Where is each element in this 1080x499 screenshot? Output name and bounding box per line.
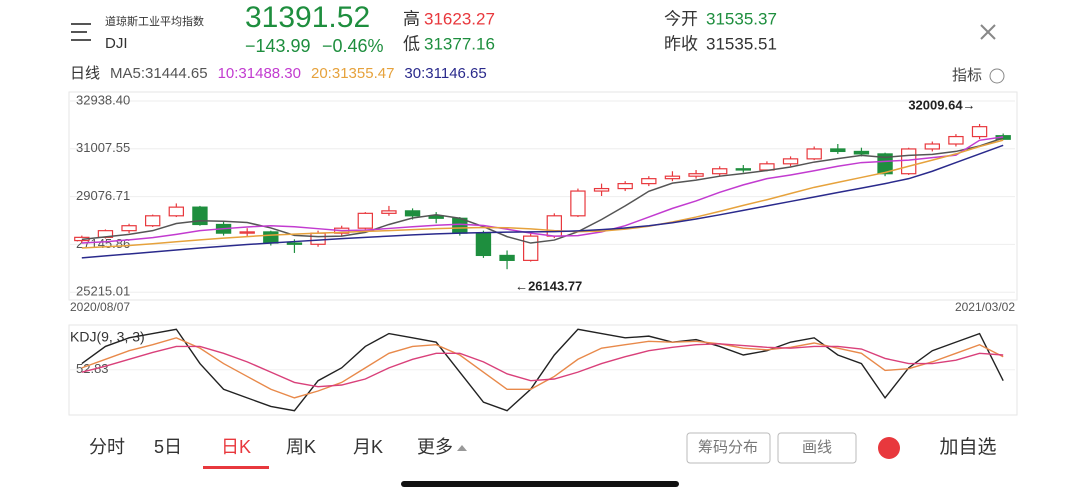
candle-body — [404, 210, 421, 217]
prev-close-label: 昨收 — [664, 34, 698, 53]
candle-body — [381, 210, 397, 214]
candle-body — [499, 254, 515, 261]
y-tick-label: 52.83 — [76, 361, 109, 376]
tab-underline — [203, 466, 269, 469]
legend-entry: MA5:31444.65 — [110, 65, 208, 82]
candle-body — [546, 215, 562, 237]
tab[interactable]: 月K — [353, 437, 383, 457]
kdj-panel — [68, 324, 1018, 416]
close-button[interactable] — [980, 24, 996, 40]
candle-body — [121, 225, 137, 232]
y-tick-label: 32938.40 — [76, 92, 130, 107]
price-annotation: 32009.64→ — [908, 97, 975, 112]
y-tick-label: 25215.01 — [76, 284, 130, 299]
ma-line — [81, 139, 1004, 249]
candle-body — [948, 135, 964, 145]
high-value: 31623.27 — [424, 9, 495, 28]
color-dot[interactable] — [878, 437, 900, 459]
candle-body — [168, 206, 185, 217]
chips-button[interactable]: 筹码分布 — [698, 439, 758, 456]
index-code: DJI — [105, 35, 128, 52]
candle-body — [475, 232, 492, 257]
draw-button[interactable]: 画线 — [802, 439, 832, 456]
low-value: 31377.16 — [424, 34, 495, 53]
candle-body — [522, 235, 539, 261]
candle-body — [570, 190, 586, 217]
x-tick-label: 2021/03/02 — [955, 300, 1015, 314]
indicator-icon[interactable] — [989, 68, 1005, 84]
period-label: 日线 — [70, 65, 100, 82]
ma-line — [81, 137, 1004, 244]
more-caret — [457, 445, 467, 451]
prev-close-value: 31535.51 — [706, 34, 777, 53]
legend-entry: 30:31146.65 — [404, 65, 486, 82]
price-panel — [68, 91, 1018, 301]
candle-body — [664, 175, 681, 180]
kdj-line — [81, 328, 1004, 412]
candle-body — [593, 187, 610, 192]
tab[interactable]: 周K — [286, 437, 316, 457]
tab[interactable]: 5日 — [154, 437, 182, 457]
open-label: 今开 — [664, 9, 698, 28]
draw-button-frame[interactable] — [777, 432, 857, 464]
candle-body — [924, 143, 940, 150]
chips-button-frame[interactable] — [686, 432, 771, 464]
candle-body — [263, 231, 279, 244]
tab[interactable]: 日K — [221, 437, 251, 457]
candle-body — [617, 183, 633, 190]
x-tick-label: 2020/08/07 — [70, 300, 130, 314]
price-change-pct: −0.46% — [322, 36, 384, 56]
candle-body — [239, 231, 255, 234]
index-name: 道琼斯工业平均指数 — [105, 14, 204, 28]
candle-body — [782, 158, 799, 165]
candle-body — [806, 148, 822, 160]
candle-body — [735, 168, 751, 171]
candle-body — [900, 148, 917, 175]
tab[interactable]: 更多 — [417, 437, 453, 457]
y-tick-label: 31007.55 — [76, 140, 130, 155]
legend-entry: 20:31355.47 — [311, 65, 394, 82]
low-label: 低 — [403, 34, 420, 53]
candle-body — [357, 212, 374, 229]
kdj-line — [81, 343, 1004, 388]
price-annotation: ←26143.77 — [515, 279, 582, 294]
kdj-line — [81, 337, 1004, 399]
legend-entry: 10:31488.30 — [218, 65, 301, 82]
indicator-button[interactable]: 指标 — [952, 67, 982, 84]
candle-body — [853, 150, 870, 155]
candle-body — [711, 168, 728, 175]
candle-body — [830, 148, 846, 153]
last-price: 31391.52 — [245, 1, 370, 34]
high-label: 高 — [403, 9, 420, 28]
price-change: −143.99 — [245, 36, 311, 56]
y-tick-label: 29076.71 — [76, 188, 130, 203]
candle-body — [971, 126, 988, 138]
candle-body — [310, 232, 326, 245]
open-value: 31535.37 — [706, 9, 777, 28]
candle-body — [428, 215, 444, 219]
panel-title: KDJ(9, 3, 3) — [70, 329, 145, 345]
candle-body — [641, 178, 657, 185]
candle-body — [877, 153, 893, 175]
ma-line — [81, 136, 1004, 244]
candle-body — [688, 173, 704, 177]
tab[interactable]: 分时 — [89, 437, 125, 457]
add-watchlist-button[interactable]: 加自选 — [939, 436, 996, 458]
home-indicator — [401, 481, 679, 487]
ma-line — [81, 144, 1004, 259]
menu-icon[interactable] — [71, 23, 91, 41]
candle-body — [145, 215, 161, 227]
candle-body — [286, 242, 303, 245]
